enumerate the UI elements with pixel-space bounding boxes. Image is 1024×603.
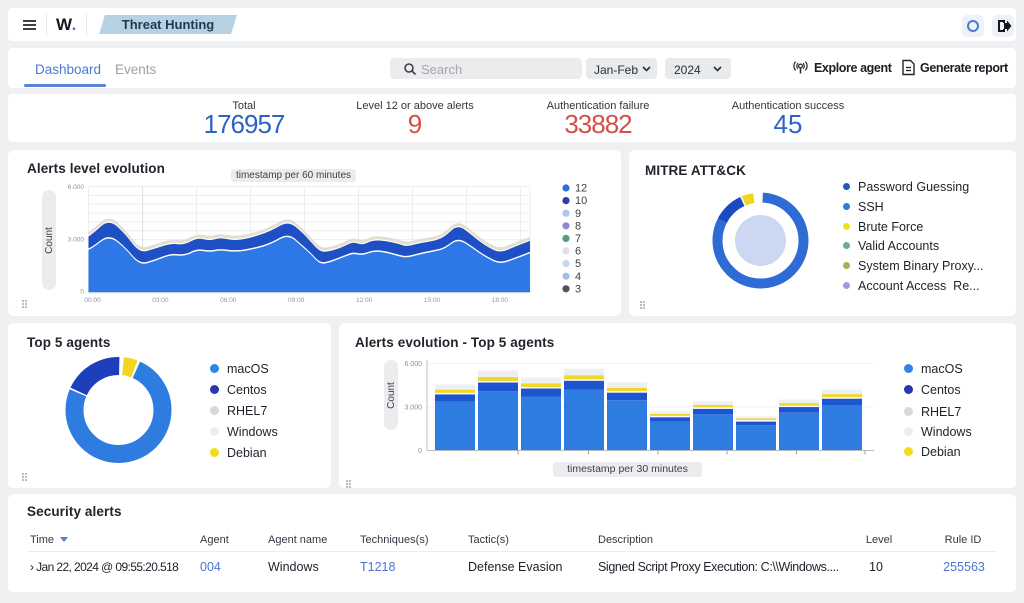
svg-text:15:00: 15:00 [424,297,441,304]
svg-text:0: 0 [418,448,422,455]
svg-text:09:00: 09:00 [288,297,305,304]
svg-text:7: 7 [575,233,581,245]
svg-text:06:00: 06:00 [220,297,237,304]
svg-text:00:00: 00:00 [84,297,101,304]
svg-text:12:00: 12:00 [356,297,373,304]
svg-text:12: 12 [575,183,587,195]
svg-text:8: 8 [575,220,581,232]
svg-text:0: 0 [80,289,84,296]
svg-text:6: 6 [575,246,581,258]
svg-text:5: 5 [575,258,581,270]
svg-text:3.000: 3.000 [68,237,85,244]
svg-text:10: 10 [575,195,587,207]
svg-text:6.000: 6.000 [68,184,85,191]
svg-text:9: 9 [575,208,581,220]
svg-text:4: 4 [575,271,581,283]
svg-text:18:00: 18:00 [492,297,509,304]
svg-text:03:00: 03:00 [152,297,169,304]
svg-text:6.000: 6.000 [404,361,422,368]
svg-text:3.000: 3.000 [404,405,422,412]
svg-text:3: 3 [575,283,581,295]
